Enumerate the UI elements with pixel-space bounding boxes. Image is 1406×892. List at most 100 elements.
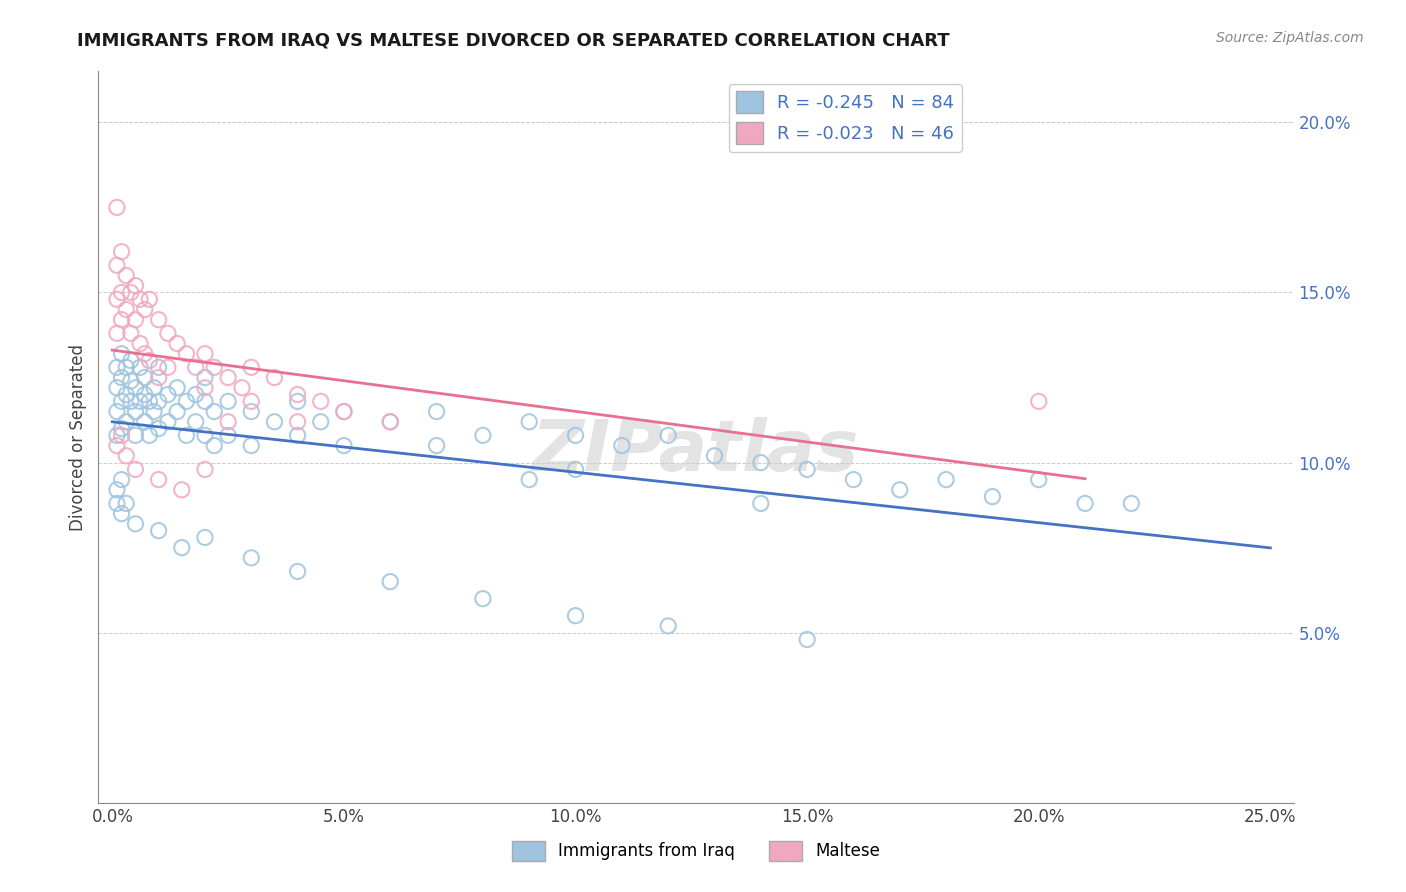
Point [115,415,138,429]
Point [110,421,132,435]
Point [202,404,225,418]
Point [889,483,911,497]
Point [124,278,146,293]
Point [105,360,128,375]
Point [120,285,142,300]
Point [380,415,402,429]
Point [263,370,285,384]
Point [217,415,239,429]
Point [471,591,494,606]
Point [134,302,156,317]
Point [194,531,217,545]
Point [105,293,128,307]
Point [564,428,586,442]
Point [143,381,166,395]
Point [170,541,193,555]
Point [148,394,170,409]
Point [129,360,152,375]
Point [148,524,170,538]
Point [115,496,138,510]
Point [176,394,198,409]
Point [124,462,146,476]
Point [333,439,356,453]
Point [194,462,217,476]
Point [148,473,170,487]
Point [333,404,356,418]
Point [105,496,128,510]
Point [287,428,309,442]
Point [240,360,263,375]
Point [110,285,132,300]
Point [703,449,725,463]
Point [105,381,128,395]
Point [156,360,179,375]
Point [105,326,128,341]
Point [1121,496,1143,510]
Point [110,473,132,487]
Point [148,312,170,326]
Point [194,428,217,442]
Point [124,516,146,531]
Point [564,462,586,476]
Point [105,439,128,453]
Point [564,608,586,623]
Point [115,387,138,401]
Point [134,387,156,401]
Point [796,462,818,476]
Point [184,360,207,375]
Point [202,360,225,375]
Point [657,619,679,633]
Point [138,293,160,307]
Point [231,381,253,395]
Point [120,394,142,409]
Point [287,565,309,579]
Text: Source: ZipAtlas.com: Source: ZipAtlas.com [1216,31,1364,45]
Point [115,360,138,375]
Point [1028,394,1050,409]
Point [120,353,142,368]
Point [184,415,207,429]
Point [287,394,309,409]
Point [309,394,332,409]
Point [120,374,142,388]
Point [194,347,217,361]
Point [134,347,156,361]
Point [217,370,239,384]
Point [124,428,146,442]
Point [176,428,198,442]
Y-axis label: Divorced or Separated: Divorced or Separated [69,343,87,531]
Point [610,439,633,453]
Point [194,370,217,384]
Point [110,394,132,409]
Text: ZIPatlas: ZIPatlas [533,417,859,486]
Point [749,456,772,470]
Point [115,302,138,317]
Point [287,387,309,401]
Point [129,394,152,409]
Point [124,312,146,326]
Point [156,387,179,401]
Point [240,550,263,565]
Point [148,421,170,435]
Point [156,415,179,429]
Point [105,428,128,442]
Point [129,336,152,351]
Point [134,415,156,429]
Point [1028,473,1050,487]
Point [184,387,207,401]
Point [110,370,132,384]
Point [170,483,193,497]
Point [333,404,356,418]
Point [148,360,170,375]
Point [143,404,166,418]
Point [138,394,160,409]
Point [105,201,128,215]
Point [517,473,540,487]
Point [176,347,198,361]
Point [1074,496,1097,510]
Point [194,381,217,395]
Point [105,258,128,272]
Point [110,347,132,361]
Point [124,381,146,395]
Point [105,483,128,497]
